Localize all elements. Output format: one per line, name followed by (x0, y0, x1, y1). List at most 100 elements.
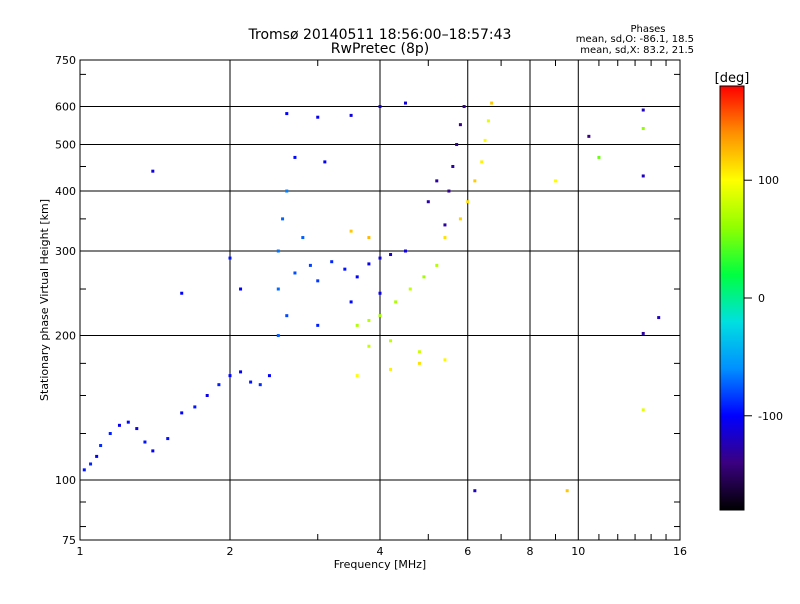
y-tick-label: 500 (55, 139, 76, 152)
scatter-point (267, 374, 271, 378)
scatter-point (285, 189, 289, 193)
scatter-point (217, 383, 221, 387)
scatter-point (316, 279, 320, 283)
scatter-point (349, 300, 353, 304)
scatter-point (367, 318, 371, 322)
scatter-point (553, 179, 557, 183)
y-tick-label: 400 (55, 185, 76, 198)
scatter-point (458, 123, 462, 127)
colorbar-tick-label: 100 (758, 174, 779, 187)
colorbar-gradient (719, 85, 745, 511)
scatter-point (641, 408, 645, 412)
scatter-point (490, 101, 494, 105)
scatter-point (293, 271, 297, 275)
colorbar-tick-label: -100 (758, 410, 783, 423)
y-tick-label: 750 (55, 54, 76, 67)
scatter-point (151, 169, 155, 173)
y-tick-label: 200 (55, 330, 76, 343)
scatter-point (355, 323, 359, 327)
scatter-point (117, 423, 121, 427)
scatter-point (378, 256, 382, 260)
scatter-points (82, 101, 661, 493)
scatter-point (443, 236, 447, 240)
scatter-point (355, 275, 359, 279)
scatter-point (378, 291, 382, 295)
scatter-point (394, 300, 398, 304)
scatter-point (276, 334, 280, 338)
plot-area (79, 59, 681, 541)
phase-colorbar: [deg] 100 0 -100 (715, 71, 783, 511)
scatter-point (308, 263, 312, 267)
scatter-point (587, 134, 591, 138)
scatter-point (403, 249, 407, 253)
scatter-point (403, 101, 407, 105)
scatter-point (166, 437, 170, 441)
scatter-point (239, 370, 243, 374)
scatter-point (641, 126, 645, 130)
x-tick-label: 1 (77, 545, 84, 558)
stats-x-line: mean, sd,X: 83.2, 21.5 (580, 45, 694, 56)
scatter-point (349, 229, 353, 233)
scatter-point (367, 262, 371, 266)
x-tick-label: 10 (571, 545, 585, 558)
scatter-point (422, 275, 426, 279)
scatter-point (378, 314, 382, 318)
scatter-point (641, 331, 645, 335)
scatter-point (389, 339, 393, 343)
stats-o-line: mean, sd,O: -86.1, 18.5 (576, 34, 694, 45)
y-tick-label: 100 (55, 474, 76, 487)
scatter-point (458, 217, 462, 221)
scatter-point (473, 179, 477, 183)
colorbar-ticks: 100 0 -100 (744, 174, 783, 423)
scatter-point (343, 267, 347, 271)
chart-subtitle: RwPretec (8p) (331, 41, 429, 57)
scatter-point (281, 217, 285, 221)
x-tick-label: 8 (527, 545, 534, 558)
scatter-point (276, 249, 280, 253)
x-tick-label: 4 (377, 545, 384, 558)
scatter-point (143, 440, 147, 444)
scatter-point (293, 155, 297, 159)
scatter-point (435, 179, 439, 183)
grid (80, 60, 680, 540)
scatter-point (285, 314, 289, 318)
scatter-point (258, 383, 262, 387)
scatter-point (389, 367, 393, 371)
scatter-point (301, 236, 305, 240)
scatter-point (180, 291, 184, 295)
scatter-point (323, 160, 327, 164)
scatter-point (417, 361, 421, 365)
x-axis-label: Frequency [MHz] (334, 558, 426, 571)
scatter-point (378, 105, 382, 109)
scatter-point (447, 189, 451, 193)
x-tick-label: 16 (673, 545, 687, 558)
scatter-point (180, 411, 184, 415)
scatter-point (249, 380, 253, 384)
scatter-point (228, 256, 232, 260)
scatter-point (316, 115, 320, 119)
scatter-point (82, 468, 86, 472)
scatter-point (239, 287, 243, 291)
y-axis: 75 100 200 300 400 500 600 750 (55, 54, 680, 547)
scatter-point (597, 155, 601, 159)
scatter-point (473, 489, 477, 493)
scatter-point (641, 174, 645, 178)
scatter-point (565, 489, 569, 493)
stats-heading: Phases (630, 24, 665, 35)
y-axis-label: Stationary phase Virtual Height [km] (38, 199, 51, 401)
scatter-point (443, 358, 447, 362)
scatter-point (95, 454, 99, 458)
scatter-point (99, 444, 103, 448)
scatter-point (435, 263, 439, 267)
scatter-point (285, 112, 289, 116)
scatter-point (135, 427, 139, 431)
scatter-point (451, 164, 455, 168)
scatter-point (316, 323, 320, 327)
colorbar-tick-label: 0 (758, 292, 765, 305)
scatter-point (276, 287, 280, 291)
scatter-point (641, 108, 645, 112)
scatter-point (486, 119, 490, 123)
x-tick-label: 6 (464, 545, 471, 558)
scatter-point (417, 350, 421, 354)
scatter-point (349, 113, 353, 117)
